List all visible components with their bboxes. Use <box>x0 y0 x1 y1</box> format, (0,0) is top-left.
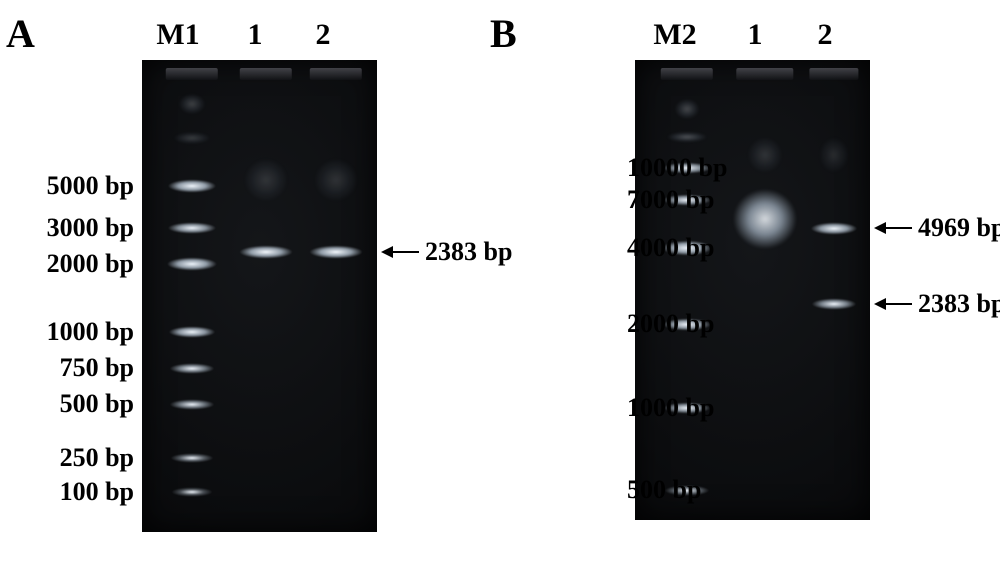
gel-smear <box>241 150 291 210</box>
marker-label: 7000 bp <box>627 185 635 215</box>
marker-label: 10000 bp <box>627 153 635 183</box>
gel-smear <box>664 130 710 144</box>
arrow-icon <box>383 251 419 253</box>
gel-band <box>167 453 217 463</box>
gel-smear <box>745 130 785 180</box>
gel-well <box>166 68 218 80</box>
arrow-icon <box>876 303 912 305</box>
panel-a: A 5000 bp 3000 bp 2000 bp 1000 bp 750 bp 500 … <box>0 0 490 561</box>
marker-label: 2000 bp <box>627 309 635 339</box>
gel-a <box>142 60 377 532</box>
band-callout: 2383 bp <box>870 289 1000 319</box>
panel-b: B M2 12 10000 bp 7000 bp 4000 bp 2000 bp 1000… <box>490 0 1000 561</box>
plasmid-smear <box>731 175 799 255</box>
marker-label: 5000 bp <box>47 171 142 201</box>
gel-smear <box>311 150 361 210</box>
gel-smear <box>177 90 207 118</box>
gel-band <box>164 179 220 193</box>
figure-root: A 5000 bp 3000 bp 2000 bp 1000 bp 750 bp 500 … <box>0 0 1000 561</box>
band-callout: 4969 bp <box>870 213 1000 243</box>
marker-label: 100 bp <box>60 477 142 507</box>
gel-smear <box>171 130 213 146</box>
lane-header: M1 <box>148 18 208 52</box>
gel-band <box>165 326 219 338</box>
callout-text: 2383 bp <box>918 289 1000 319</box>
marker-label: 750 bp <box>60 353 142 383</box>
lane-header: 2 <box>800 18 850 52</box>
gel-b <box>635 60 870 520</box>
arrow-icon <box>876 227 912 229</box>
gel-band <box>168 487 216 497</box>
marker-label: 1000 bp <box>47 317 142 347</box>
gel-band <box>164 222 220 234</box>
marker-label: 500 bp <box>60 389 142 419</box>
gel-well <box>809 68 858 80</box>
gel-well <box>736 68 793 80</box>
gel-band <box>305 245 367 259</box>
marker-label: 250 bp <box>60 443 142 473</box>
gel-band <box>166 399 218 410</box>
gel-band <box>163 257 221 271</box>
gel-band <box>166 363 218 374</box>
panel-b-letter: B <box>490 10 517 57</box>
lane-header: 2 <box>298 18 348 52</box>
lane-header: 1 <box>730 18 780 52</box>
marker-label: 500 bp <box>627 475 635 505</box>
gel-smear <box>817 130 851 180</box>
callout-text: 4969 bp <box>918 213 1000 243</box>
lane-header: M2 <box>645 18 705 52</box>
gel-well <box>310 68 362 80</box>
gel-well <box>240 68 292 80</box>
marker-label: 3000 bp <box>47 213 142 243</box>
gel-smear <box>673 95 701 123</box>
marker-label: 2000 bp <box>47 249 142 279</box>
gel-band <box>235 245 297 259</box>
marker-label: 1000 bp <box>627 393 635 423</box>
gel-band <box>808 298 860 310</box>
marker-label: 4000 bp <box>627 233 635 263</box>
gel-well <box>661 68 713 80</box>
lane-header: 1 <box>230 18 280 52</box>
gel-band <box>807 222 861 235</box>
panel-a-letter: A <box>6 10 35 57</box>
